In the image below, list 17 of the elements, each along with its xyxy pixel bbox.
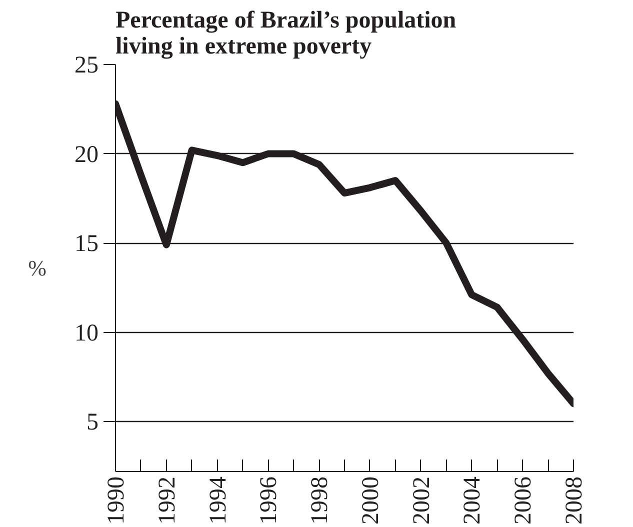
x-tick-label: 2004 bbox=[460, 476, 486, 524]
y-tick-label: 5 bbox=[86, 410, 98, 436]
y-axis-title: % bbox=[28, 256, 46, 280]
x-tick-label: 1994 bbox=[205, 476, 232, 524]
x-tick-label: 1990 bbox=[104, 476, 130, 524]
x-tick-label: 2006 bbox=[510, 476, 537, 524]
y-tick-label: 20 bbox=[74, 142, 98, 168]
x-tick-label: 1996 bbox=[256, 476, 282, 524]
x-tick-label: 1992 bbox=[154, 476, 180, 524]
x-tick-label: 2000 bbox=[358, 476, 384, 524]
chart-title: Percentage of Brazil’s population living in extreme poverty bbox=[116, 8, 456, 60]
x-tick-label: 1998 bbox=[307, 476, 334, 524]
y-tick-label: 10 bbox=[74, 320, 98, 346]
x-tick-label: 2008 bbox=[562, 476, 588, 524]
y-tick-label: 15 bbox=[74, 231, 98, 258]
x-tick-label: 2002 bbox=[408, 476, 435, 524]
y-tick-label: 25 bbox=[74, 52, 98, 78]
